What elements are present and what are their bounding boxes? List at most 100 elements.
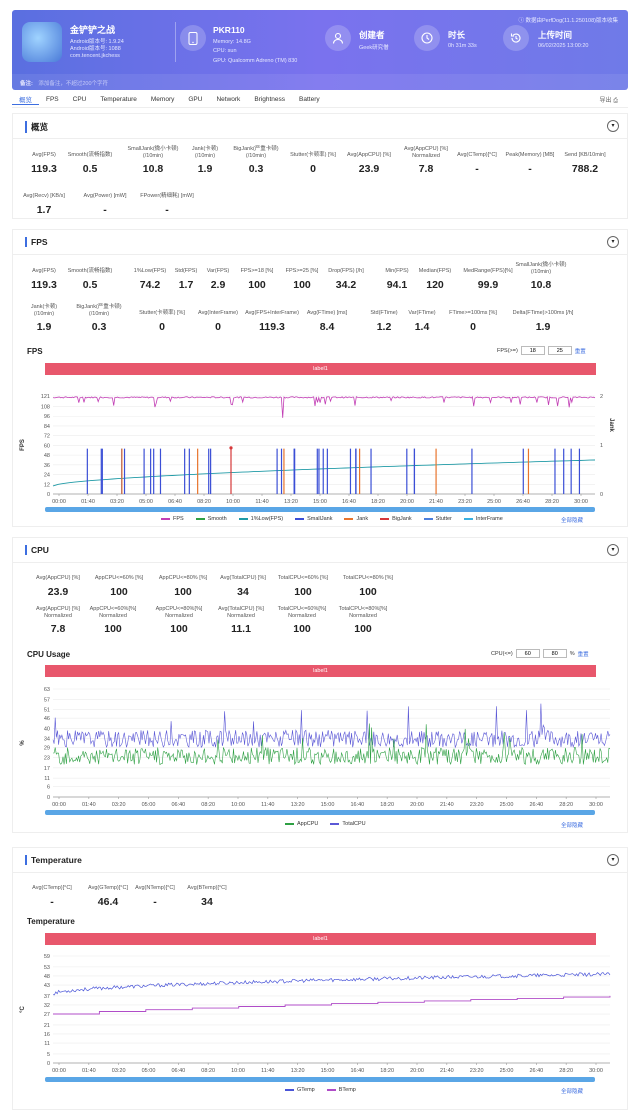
metric-value: -: [528, 162, 532, 175]
legend-item[interactable]: Jank: [344, 516, 368, 522]
metric-value: 119.3: [31, 162, 57, 175]
temperature-time-scroller[interactable]: [45, 1077, 595, 1082]
metric-tile: FPS>=25 [%] 100: [262, 262, 342, 291]
legend-item[interactable]: BTemp: [326, 1087, 356, 1093]
fps-threshold-2[interactable]: [547, 346, 572, 355]
metric-value: 46.4: [97, 895, 119, 908]
metric-value: 34: [237, 585, 249, 598]
metric-tile: SmallJank(微小卡顿) (/10min) 10.8: [501, 262, 581, 291]
legend-item[interactable]: InterFrame: [463, 516, 503, 522]
metric-value: 1.4: [414, 320, 430, 333]
legend-item[interactable]: 1%Low(FPS): [238, 516, 283, 522]
metric-label: Avg(TotalCPU) [%]: [220, 575, 266, 581]
x-tick-label: 00:00: [52, 499, 66, 505]
x-tick-label: 15:00: [321, 802, 335, 808]
metric-label: AppCPU<=60%[%] Normalized: [89, 606, 137, 619]
x-tick-label: 30:00: [574, 499, 588, 505]
x-tick-label: 06:40: [171, 802, 185, 808]
fps-label-bar[interactable]: label1: [45, 363, 596, 375]
metric-tile: Peak(Memory) [MB] -: [490, 146, 570, 175]
x-tick-label: 25:00: [500, 802, 514, 808]
metric-tile: Avg(AppCPU) [%] Normalized 7.8: [386, 146, 466, 175]
tab-fps[interactable]: FPS: [46, 96, 59, 103]
x-tick-label: 18:20: [371, 499, 385, 505]
fps-reset-button[interactable]: 重置: [574, 348, 586, 355]
legend-item[interactable]: GTemp: [285, 1087, 315, 1093]
metric-label: Avg(InterFrame): [198, 310, 238, 316]
cpu-label-bar[interactable]: label1: [45, 665, 596, 677]
y-tick-label: 46: [44, 716, 50, 722]
temperature-hide-all-button[interactable]: 全部隐藏: [561, 1089, 584, 1095]
x-tick-label: 30:00: [589, 802, 603, 808]
remark-field[interactable]: 备注: 添加备注，不超过200个字符: [12, 74, 628, 90]
legend-item[interactable]: AppCPU: [285, 821, 318, 827]
divider: [13, 562, 627, 563]
y-tick-label: 59: [44, 954, 50, 960]
legend-label: Stutter: [435, 516, 452, 522]
metric-label: Var(FTime): [408, 310, 436, 316]
metric-value: 0: [310, 162, 316, 175]
cpu-threshold-2[interactable]: [542, 649, 567, 658]
fps-hide-all-button[interactable]: 全部隐藏: [561, 518, 584, 524]
metric-tile: Avg(FPS+InterFrame) 119.3: [232, 304, 312, 333]
y-axis-label: %: [20, 740, 26, 746]
fps-chart-title: FPS: [27, 347, 43, 356]
cpu-threshold-1[interactable]: [515, 649, 540, 658]
metric-tile: Avg(CTemp)[°C] -: [437, 146, 517, 175]
upload-title: 上传时间: [538, 30, 573, 40]
y-tick-label: 12: [44, 482, 50, 488]
creator-name: Geek研究僧: [359, 45, 389, 51]
legend-item[interactable]: FPS: [161, 516, 184, 522]
temperature-label-bar[interactable]: label1: [45, 933, 596, 945]
metric-tile: Var(FPS) 2.9: [178, 262, 258, 291]
fps-threshold-1[interactable]: [520, 346, 545, 355]
fps-time-scroller[interactable]: [45, 507, 595, 512]
collapse-fps-button[interactable]: ▾: [607, 236, 619, 248]
metric-tile: Median(FPS) 120: [395, 262, 475, 291]
collapse-overview-button[interactable]: ▾: [607, 120, 619, 132]
metric-label: Send [KB/10min]: [564, 152, 606, 158]
metric-label: Var(FPS): [206, 268, 230, 274]
metric-value: 10.8: [530, 279, 552, 291]
tab-network[interactable]: Network: [216, 96, 241, 103]
collapse-cpu-button[interactable]: ▾: [607, 544, 619, 556]
collapse-temperature-button[interactable]: ▾: [607, 854, 619, 866]
cpu-time-scroller[interactable]: [45, 810, 595, 815]
legend-item[interactable]: Smooth: [195, 516, 227, 522]
tab-battery[interactable]: Battery: [299, 96, 320, 103]
metric-tile: Smooth(流畅指数) 0.5: [50, 262, 130, 291]
x-tick-label: 06:40: [171, 1068, 185, 1074]
metric-value: 100: [293, 623, 311, 635]
cpu-hide-all-button[interactable]: 全部隐藏: [561, 823, 584, 829]
perfdog-version-note: ⓘ 数据由PerfDog(11.1.250108)版本收集: [518, 18, 618, 24]
x-tick-label: 20:00: [410, 1068, 424, 1074]
divider: [13, 138, 627, 139]
metric-value: 100: [294, 585, 312, 598]
legend-item[interactable]: Stutter: [423, 516, 452, 522]
metric-label: Avg(AppCPU) [%] Normalized: [404, 146, 448, 159]
y-tick-label: 21: [44, 1023, 50, 1029]
metric-label: Peak(Memory) [MB]: [505, 152, 555, 158]
tab-cpu[interactable]: CPU: [72, 96, 87, 103]
metric-value: 8.4: [319, 320, 335, 333]
export-button[interactable]: 导出 ⎙: [599, 98, 619, 104]
metric-label: Median(FPS): [418, 268, 452, 274]
legend-label: BTemp: [338, 1087, 356, 1093]
tab-overview[interactable]: 概览: [12, 94, 39, 105]
tab-brightness[interactable]: Brightness: [254, 96, 286, 103]
cpu-reset-button[interactable]: 重置: [577, 651, 589, 658]
x-tick-label: 28:20: [559, 802, 573, 808]
legend-item[interactable]: BigJank: [380, 516, 412, 522]
app-icon: [22, 22, 62, 62]
phone-icon: [180, 25, 206, 51]
overview-section: 概览 ▾ Avg(FPS) 119.3 Smooth(流畅指数) 0.5 SmallJa…: [12, 113, 628, 219]
metric-tile: Var(FTime) 1.4: [382, 304, 462, 333]
tab-memory[interactable]: Memory: [150, 96, 175, 103]
tab-temperature[interactable]: Temperature: [100, 96, 137, 103]
tab-gpu[interactable]: GPU: [188, 96, 203, 103]
x-tick-label: 01:40: [81, 499, 95, 505]
legend-item[interactable]: SmallJank: [295, 516, 332, 522]
metric-tile: AppCPU<=60%[%] Normalized 100: [73, 606, 153, 635]
legend-item[interactable]: TotalCPU: [330, 821, 366, 827]
